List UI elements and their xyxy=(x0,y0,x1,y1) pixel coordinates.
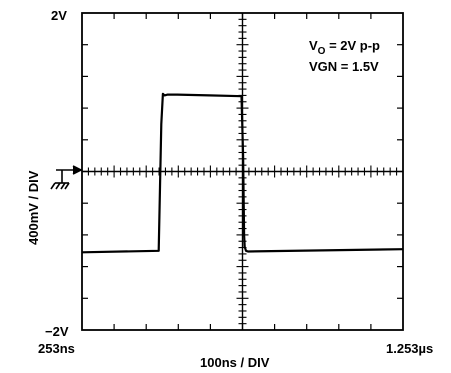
y-axis-label: 400mV / DIV xyxy=(26,170,41,245)
y-max-tick-label: 2V xyxy=(51,8,67,23)
annotation-vgn: VGN = 1.5V xyxy=(309,59,379,74)
output-waveform-line xyxy=(81,92,404,254)
waveform-trace xyxy=(81,92,404,254)
y-min-tick-label: −2V xyxy=(45,324,69,339)
annotation-vo: VO = 2V p-p xyxy=(309,38,380,57)
annotation-vo-subscript: O xyxy=(318,46,326,57)
x-axis-label: 100ns / DIV xyxy=(200,355,270,370)
annotation-vo-value: = 2V p-p xyxy=(325,38,380,53)
x-min-tick-label: 253ns xyxy=(38,341,75,356)
annotation-vo-main: V xyxy=(309,38,318,53)
x-max-tick-label: 1.253µs xyxy=(386,341,433,356)
ground-reference-icon xyxy=(50,165,83,190)
graticule xyxy=(81,12,404,331)
